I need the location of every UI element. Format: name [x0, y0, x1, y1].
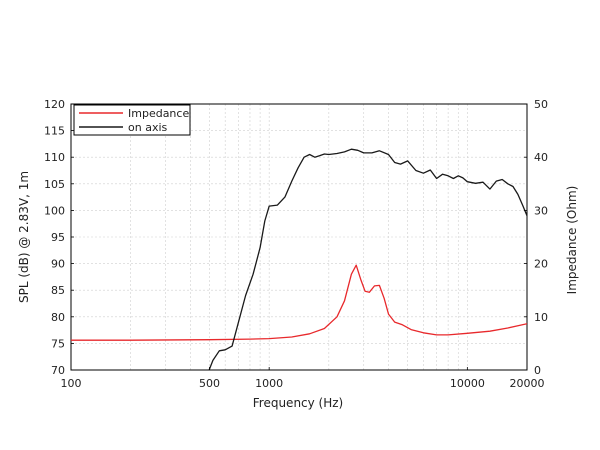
- y-axis-label: SPL (dB) @ 2.83V, 1m: [17, 171, 31, 303]
- series-line-on-axis: [208, 148, 527, 370]
- y2-tick-label: 40: [534, 151, 548, 164]
- y-tick-label: 115: [44, 125, 65, 138]
- y2-axis-label: Impedance (Ohm): [565, 186, 579, 295]
- series-layer: [71, 148, 527, 370]
- x-tick-label: 100: [61, 377, 82, 390]
- legend-label-on-axis: on axis: [128, 121, 168, 134]
- y-tick-label: 110: [44, 151, 65, 164]
- x-tick-label: 20000: [510, 377, 545, 390]
- y2-tick-label: 50: [534, 98, 548, 111]
- y-tick-label: 80: [51, 311, 65, 324]
- legend-box: [73, 104, 191, 136]
- y2-tick-label: 0: [534, 364, 541, 377]
- y2-tick-label: 30: [534, 204, 548, 217]
- y2-tick-label: 10: [534, 311, 548, 324]
- y-tick-label: 70: [51, 364, 65, 377]
- y-tick-label: 85: [51, 284, 65, 297]
- x-axis-label: Frequency (Hz): [253, 396, 344, 410]
- x-tick-label: 500: [199, 377, 220, 390]
- x-tick-label: 1000: [255, 377, 283, 390]
- y-tick-label: 105: [44, 178, 65, 191]
- grid: [71, 104, 527, 370]
- legend-label-impedance: Impedance: [128, 107, 189, 120]
- y2-tick-label: 20: [534, 258, 548, 271]
- legend: Impedance on axis: [73, 104, 191, 136]
- y-tick-label: 120: [44, 98, 65, 111]
- series-line-impedance: [71, 264, 527, 341]
- left-tick-labels: 70 75 80 85 90 95 100 105 110 115 120: [44, 98, 74, 377]
- right-tick-labels: 0 10 20 30 40 50: [524, 98, 548, 377]
- x-tick-label: 10000: [450, 377, 485, 390]
- bottom-tick-labels: 100 500 1000 10000 20000: [61, 367, 545, 390]
- y-tick-label: 100: [44, 204, 65, 217]
- y-tick-label: 75: [51, 337, 65, 350]
- y-tick-label: 90: [51, 258, 65, 271]
- y-tick-label: 95: [51, 231, 65, 244]
